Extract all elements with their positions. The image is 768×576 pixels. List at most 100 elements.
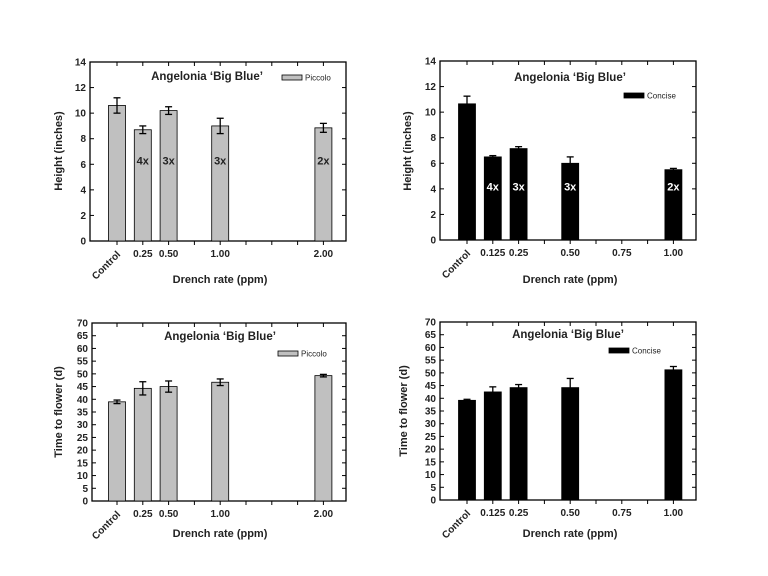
x-tick-label: Control <box>90 249 123 282</box>
x-tick-label: 0.75 <box>612 248 632 259</box>
bar <box>314 375 333 502</box>
y-tick-label: 15 <box>77 458 89 469</box>
x-tick-label: 2.00 <box>314 249 334 260</box>
y-tick-label: 0 <box>430 496 436 507</box>
x-axis-label: Drench rate (ppm) <box>523 528 618 540</box>
y-axis-label: Time to flower (d) <box>398 365 410 457</box>
y-tick-label: 45 <box>77 382 89 393</box>
bar <box>483 156 502 241</box>
y-tick-label: 0 <box>430 236 436 247</box>
y-axis-label: Height (inches) <box>402 111 414 191</box>
x-tick-label: 1.00 <box>664 248 684 259</box>
y-tick-label: 55 <box>425 356 437 367</box>
bar-label: 2x <box>317 155 330 167</box>
bar <box>159 110 178 242</box>
y-tick-label: 10 <box>75 109 87 120</box>
y-tick-label: 50 <box>425 368 437 379</box>
bar <box>509 387 528 501</box>
y-tick-label: 12 <box>75 83 87 94</box>
y-tick-label: 14 <box>75 58 87 69</box>
legend-swatch <box>623 92 645 99</box>
bar <box>561 387 580 501</box>
bar <box>211 381 230 502</box>
bar-label: 4x <box>137 155 150 167</box>
legend-swatch <box>608 347 630 354</box>
bar <box>211 125 230 242</box>
y-tick-label: 30 <box>425 419 437 430</box>
x-tick-label: 0.25 <box>133 249 153 260</box>
x-axis-label: Drench rate (ppm) <box>523 274 618 286</box>
y-tick-label: 5 <box>82 484 88 495</box>
y-tick-label: 12 <box>425 82 437 93</box>
bar-label: 3x <box>162 155 175 167</box>
y-tick-label: 70 <box>425 318 437 329</box>
bar <box>561 162 580 241</box>
y-axis-label: Height (inches) <box>53 111 65 191</box>
legend-label: Piccolo <box>305 74 331 83</box>
x-tick-label: 1.00 <box>210 509 230 520</box>
x-tick-label: 0.25 <box>133 509 153 520</box>
x-tick-label: Control <box>440 508 473 541</box>
y-tick-label: 10 <box>425 470 437 481</box>
chart-title: Angelonia ‘Big Blue’ <box>164 331 276 343</box>
bar <box>133 387 152 502</box>
bar <box>314 127 333 242</box>
bar <box>133 129 152 242</box>
y-tick-label: 2 <box>80 211 86 222</box>
legend-swatch <box>281 74 303 81</box>
y-tick-label: 40 <box>77 395 89 406</box>
bar-label: 4x <box>487 181 500 193</box>
bar-label: 3x <box>564 181 577 193</box>
x-tick-label: 0.25 <box>509 508 529 519</box>
y-tick-label: 55 <box>77 357 89 368</box>
y-tick-label: 4 <box>430 184 436 195</box>
bar-label: 3x <box>214 155 227 167</box>
y-tick-label: 5 <box>430 483 436 494</box>
x-tick-label: 0.25 <box>509 248 529 259</box>
x-tick-label: 0.125 <box>480 508 505 519</box>
x-tick-label: 0.50 <box>159 249 179 260</box>
y-tick-label: 60 <box>425 343 437 354</box>
y-tick-label: 20 <box>77 446 89 457</box>
bar <box>458 103 476 241</box>
chart-panel-2: 0 2 4 6 8 10 12 14 Control 0.125 0.25 0.50 0.75 1.00 4… <box>402 57 697 286</box>
y-tick-label: 60 <box>77 344 89 355</box>
y-tick-label: 6 <box>80 160 86 171</box>
y-tick-label: 35 <box>77 408 89 419</box>
x-tick-label: 0.50 <box>159 509 179 520</box>
bar <box>483 391 502 501</box>
chart-panel-1: 0 2 4 6 8 10 12 14 Control 0.25 0.50 1.00 2.00 4x 3x 3x… <box>53 58 347 286</box>
x-tick-label: 0.50 <box>560 508 580 519</box>
y-tick-label: 10 <box>425 108 437 119</box>
y-tick-label: 70 <box>77 319 89 330</box>
bar <box>509 148 528 241</box>
y-tick-label: 65 <box>77 331 89 342</box>
bar-label: 3x <box>512 181 525 193</box>
x-tick-label: Control <box>440 248 473 281</box>
y-tick-label: 6 <box>430 159 436 170</box>
legend-label: Piccolo <box>301 350 327 359</box>
bar <box>159 386 178 502</box>
y-tick-label: 40 <box>425 394 437 405</box>
y-tick-label: 35 <box>425 407 437 418</box>
y-tick-label: 20 <box>425 445 437 456</box>
y-tick-label: 4 <box>80 185 86 196</box>
y-tick-label: 14 <box>425 57 437 68</box>
y-tick-label: 30 <box>77 420 89 431</box>
y-tick-label: 50 <box>77 369 89 380</box>
y-tick-label: 0 <box>82 497 88 508</box>
bar <box>458 399 476 501</box>
x-tick-label: 0.50 <box>560 248 580 259</box>
y-tick-label: 2 <box>430 210 436 221</box>
y-tick-label: 25 <box>77 433 89 444</box>
x-tick-label: Control <box>90 509 123 542</box>
bar <box>664 169 683 241</box>
legend-swatch <box>277 350 299 357</box>
bar <box>108 401 126 502</box>
x-tick-label: 2.00 <box>314 509 334 520</box>
legend-label: Concise <box>632 347 661 356</box>
y-tick-label: 8 <box>80 134 86 145</box>
x-tick-label: 1.00 <box>664 508 684 519</box>
